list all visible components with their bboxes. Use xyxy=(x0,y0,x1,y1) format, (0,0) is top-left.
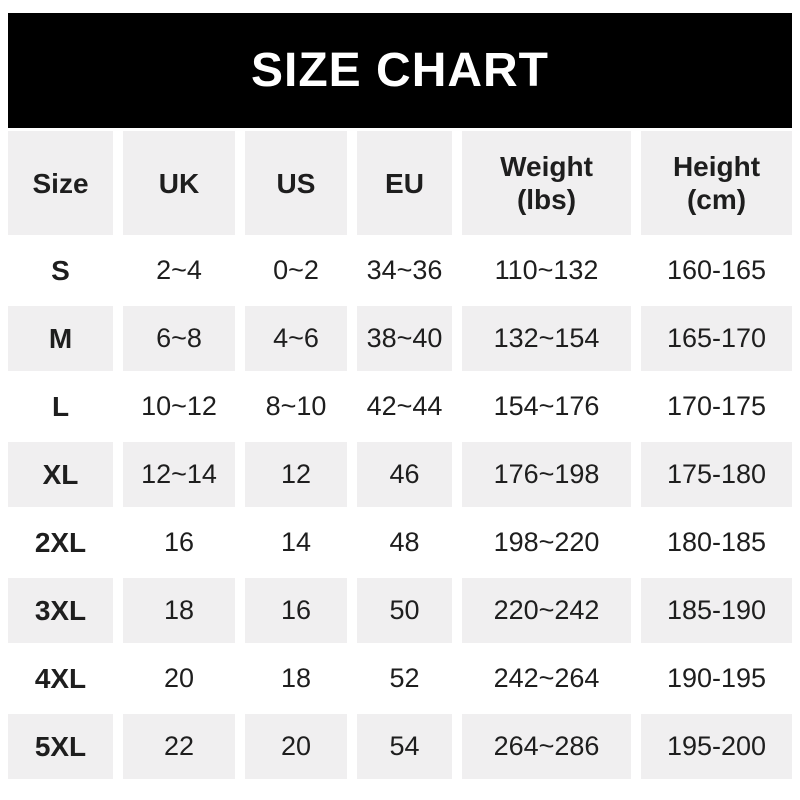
cell-s-eu: 34~36 xyxy=(366,255,443,285)
header-unit-weight: (lbs) xyxy=(516,184,577,215)
header-label-us: US xyxy=(276,167,316,199)
size-chart-banner: SIZE CHART xyxy=(8,13,792,128)
cell-s-size: S xyxy=(51,255,70,286)
cell-3xl-weight: 220~242 xyxy=(462,578,631,643)
cell-xl-weight: 176~198 xyxy=(462,442,631,507)
cell-s-us: 0~2 xyxy=(273,255,319,285)
cell-3xl-uk: 18 xyxy=(123,578,235,643)
cell-m-us: 4~6 xyxy=(245,306,347,371)
cell-s-height: 160-165 xyxy=(666,255,767,285)
cell-3xl-us: 16 xyxy=(245,578,347,643)
table-row-4xl: 4XL 20 18 52 242~264 190-195 xyxy=(8,646,792,711)
cell-m-eu: 38~40 xyxy=(357,306,452,371)
header-unit-height: (cm) xyxy=(686,184,747,215)
table-row-l: L 10~12 8~10 42~44 154~176 170-175 xyxy=(8,374,792,439)
cell-5xl-size: 5XL xyxy=(8,714,113,779)
cell-3xl-size: 3XL xyxy=(8,578,113,643)
cell-m-uk: 6~8 xyxy=(123,306,235,371)
table-row-3xl: 3XL 18 16 50 220~242 185-190 xyxy=(8,578,792,643)
cell-l-uk: 10~12 xyxy=(141,391,217,421)
cell-m-weight: 132~154 xyxy=(462,306,631,371)
cell-xl-us: 12 xyxy=(245,442,347,507)
header-label-size: Size xyxy=(32,167,89,199)
header-cell-us: US xyxy=(245,131,347,235)
table-row-5xl: 5XL 22 20 54 264~286 195-200 xyxy=(8,714,792,779)
cell-4xl-weight: 242~264 xyxy=(493,663,600,693)
cell-xl-size: XL xyxy=(8,442,113,507)
cell-2xl-eu: 48 xyxy=(389,527,420,557)
cell-l-height: 170-175 xyxy=(666,391,767,421)
header-cell-height: Height (cm) xyxy=(641,131,792,235)
header-row: Size UK US EU Weight (lbs) Height (cm) xyxy=(8,131,792,235)
cell-4xl-uk: 20 xyxy=(163,663,195,693)
cell-5xl-eu: 54 xyxy=(357,714,452,779)
cell-5xl-uk: 22 xyxy=(123,714,235,779)
cell-m-size: M xyxy=(8,306,113,371)
table-row-s: S 2~4 0~2 34~36 110~132 160-165 xyxy=(8,238,792,303)
cell-3xl-height: 185-190 xyxy=(641,578,792,643)
header-cell-weight: Weight (lbs) xyxy=(462,131,631,235)
cell-5xl-weight: 264~286 xyxy=(462,714,631,779)
cell-5xl-height: 195-200 xyxy=(641,714,792,779)
cell-3xl-eu: 50 xyxy=(357,578,452,643)
cell-xl-uk: 12~14 xyxy=(123,442,235,507)
cell-4xl-size: 4XL xyxy=(34,663,87,694)
cell-4xl-us: 18 xyxy=(280,663,312,693)
header-cell-eu: EU xyxy=(357,131,452,235)
cell-2xl-size: 2XL xyxy=(34,527,87,558)
cell-l-us: 8~10 xyxy=(265,391,327,421)
table-row-m: M 6~8 4~6 38~40 132~154 165-170 xyxy=(8,306,792,371)
cell-2xl-uk: 16 xyxy=(163,527,195,557)
header-cell-size: Size xyxy=(8,131,113,235)
cell-s-uk: 2~4 xyxy=(156,255,202,285)
header-label-height: Height xyxy=(672,151,761,182)
cell-l-weight: 154~176 xyxy=(493,391,600,421)
table-row-xl: XL 12~14 12 46 176~198 175-180 xyxy=(8,442,792,507)
cell-5xl-us: 20 xyxy=(245,714,347,779)
cell-l-size: L xyxy=(51,391,70,422)
cell-2xl-weight: 198~220 xyxy=(493,527,600,557)
header-label-uk: UK xyxy=(158,167,200,199)
header-label-eu: EU xyxy=(385,167,424,199)
cell-m-height: 165-170 xyxy=(641,306,792,371)
cell-2xl-us: 14 xyxy=(280,527,312,557)
header-cell-uk: UK xyxy=(123,131,235,235)
page-title: SIZE CHART xyxy=(251,44,549,97)
size-table: Size UK US EU Weight (lbs) Height (cm) xyxy=(8,131,792,779)
cell-s-weight: 110~132 xyxy=(494,255,599,285)
header-label-weight: Weight xyxy=(500,151,593,182)
cell-2xl-height: 180-185 xyxy=(666,527,767,557)
table-row-2xl: 2XL 16 14 48 198~220 180-185 xyxy=(8,510,792,575)
cell-4xl-eu: 52 xyxy=(389,663,420,693)
cell-xl-eu: 46 xyxy=(357,442,452,507)
cell-4xl-height: 190-195 xyxy=(666,663,767,693)
cell-l-eu: 42~44 xyxy=(366,391,443,421)
cell-xl-height: 175-180 xyxy=(641,442,792,507)
